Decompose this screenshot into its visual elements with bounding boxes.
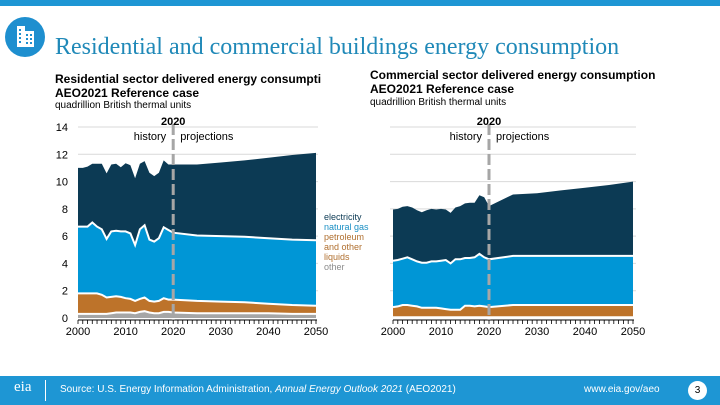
residential-divider-label: 2020 (161, 116, 185, 128)
commercial-layer-separator (392, 304, 633, 311)
residential-layer-separator (78, 221, 317, 248)
residential-layer-separator (78, 292, 317, 307)
commercial-area-petroleum-and-other-liquids (393, 305, 633, 318)
x-tick-label: 2010 (113, 326, 137, 338)
x-tick-label: 2000 (381, 326, 405, 338)
legend-electricity: electricity (324, 212, 362, 222)
commercial-chart-subtitle: AEO2021 Reference case (370, 82, 515, 96)
source-suffix: (AEO2021) (402, 384, 456, 395)
y-tick-label: 10 (56, 177, 68, 189)
x-tick-label: 2050 (304, 326, 328, 338)
legend-natural-gas: natural gas (324, 222, 369, 232)
footer-divider (45, 380, 46, 401)
commercial-area-electricity (393, 181, 633, 264)
source-prefix: Source: U.S. Energy Information Administ… (60, 384, 276, 395)
residential-layer-separator (78, 310, 316, 315)
building-icon (5, 17, 45, 57)
y-tick-label: 2 (62, 286, 68, 298)
residential-chart-subtitle: AEO2021 Reference case (55, 86, 200, 100)
commercial-chart-units: quadrillion British thermal units (370, 97, 507, 108)
source-note: Source: U.S. Energy Information Administ… (60, 384, 456, 395)
y-tick-label: 6 (62, 231, 68, 243)
footer-url[interactable]: www.eia.gov/aeo (584, 384, 660, 395)
legend-petroleum: petroleum and other liquids (324, 232, 365, 262)
residential-chart-title: Residential sector delivered energy cons… (55, 72, 322, 86)
residential-area-electricity (78, 152, 316, 245)
legend-other: other (324, 262, 345, 272)
commercial-projections-label: projections (496, 131, 550, 143)
x-tick-label: 2020 (161, 326, 185, 338)
commercial-chart-title: Commercial sector delivered energy consu… (370, 68, 656, 82)
x-tick-label: 2030 (209, 326, 233, 338)
page-title: Residential and commercial buildings ene… (55, 34, 620, 60)
page-number: 3 (688, 381, 707, 400)
y-tick-label: 14 (56, 122, 68, 134)
y-tick-label: 8 (62, 204, 68, 216)
eia-logo: eia (14, 379, 32, 395)
x-tick-label: 2040 (256, 326, 280, 338)
x-tick-label: 2040 (573, 326, 597, 338)
top-accent-bar (0, 0, 720, 6)
x-tick-label: 2010 (429, 326, 453, 338)
x-tick-label: 2030 (525, 326, 549, 338)
source-title: Annual Energy Outlook 2021 (275, 384, 403, 395)
x-tick-label: 2050 (621, 326, 645, 338)
residential-chart-units: quadrillion British thermal units (55, 100, 192, 111)
residential-area-natural-gas (78, 222, 316, 306)
y-tick-label: 4 (62, 258, 68, 270)
x-tick-label: 2000 (66, 326, 90, 338)
commercial-layer-separator (392, 252, 633, 265)
y-tick-label: 12 (56, 149, 68, 161)
footer-bar: eia Source: U.S. Energy Information Admi… (0, 376, 720, 405)
residential-history-label: history (134, 131, 167, 143)
x-tick-label: 2020 (477, 326, 501, 338)
commercial-area-natural-gas (393, 253, 633, 310)
residential-area-petroleum-and-other-liquids (78, 293, 316, 314)
residential-projections-label: projections (180, 131, 234, 143)
commercial-divider-label: 2020 (477, 116, 501, 128)
commercial-history-label: history (450, 131, 483, 143)
chart-legend: electricity natural gas petroleum and ot… (324, 212, 369, 272)
y-tick-label: 0 (62, 313, 68, 325)
